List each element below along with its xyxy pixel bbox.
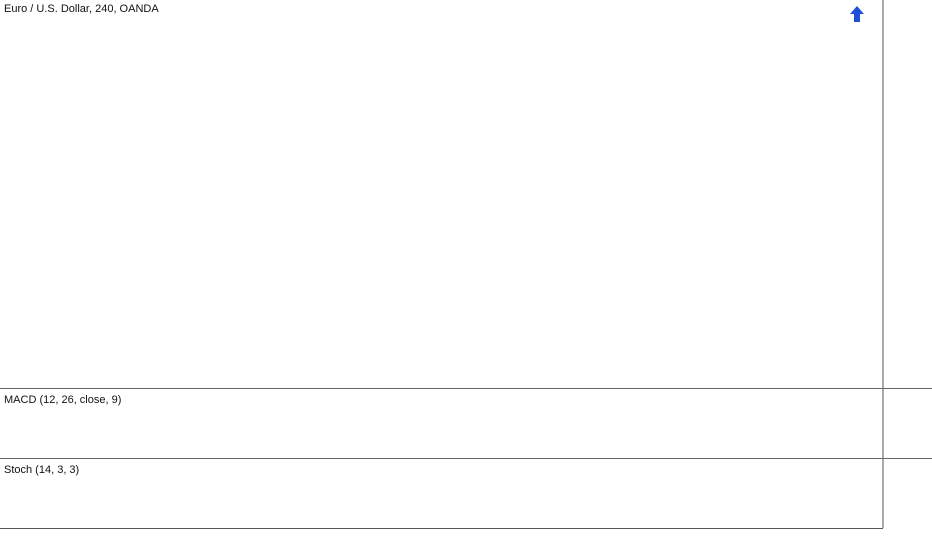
arrow-icon xyxy=(850,6,864,22)
pane-title: MACD (12, 26, close, 9) xyxy=(4,394,121,406)
price-axis xyxy=(883,0,932,550)
pane-title: Stoch (14, 3, 3) xyxy=(4,464,79,476)
chart-title: Euro / U.S. Dollar, 240, OANDA xyxy=(4,3,159,15)
